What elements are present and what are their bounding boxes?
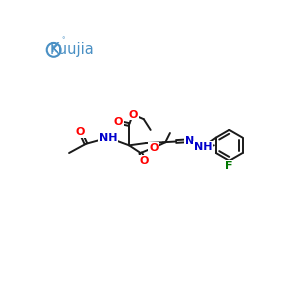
Text: O: O	[149, 143, 158, 153]
Text: °: °	[61, 38, 65, 44]
Text: Kuujia: Kuujia	[50, 42, 94, 57]
Text: N: N	[184, 136, 194, 146]
Text: O: O	[128, 110, 138, 119]
Text: O: O	[140, 156, 149, 166]
Text: F: F	[226, 161, 233, 171]
Text: K: K	[50, 45, 57, 54]
Text: NH: NH	[194, 142, 212, 152]
Text: O: O	[76, 127, 85, 137]
Text: NH: NH	[99, 133, 118, 142]
Text: O: O	[114, 117, 123, 127]
